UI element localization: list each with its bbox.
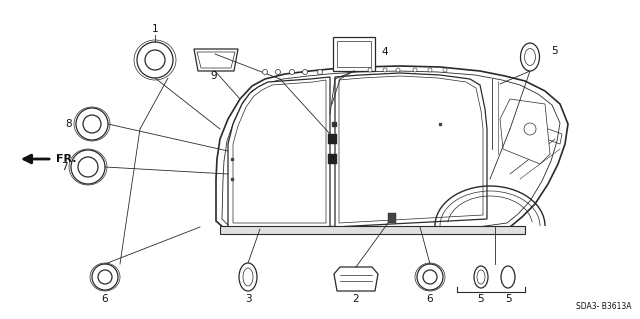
Polygon shape (216, 66, 568, 231)
Circle shape (443, 68, 447, 72)
Text: 5: 5 (552, 46, 558, 56)
Bar (388, 213, 396, 223)
Polygon shape (334, 267, 378, 291)
Bar (333, 37, 375, 71)
Text: 6: 6 (427, 294, 433, 304)
Text: 6: 6 (102, 294, 108, 304)
Bar (337, 41, 371, 67)
Circle shape (262, 70, 268, 75)
Text: 3: 3 (244, 294, 252, 304)
Polygon shape (194, 49, 238, 71)
Text: 1: 1 (152, 24, 158, 34)
Text: 5: 5 (505, 294, 511, 304)
Circle shape (428, 68, 432, 72)
Text: 7: 7 (61, 162, 68, 172)
Circle shape (303, 70, 307, 75)
Circle shape (275, 70, 280, 75)
Polygon shape (335, 73, 487, 227)
Text: SDA3- B3613A: SDA3- B3613A (577, 302, 632, 311)
Ellipse shape (520, 43, 540, 71)
Ellipse shape (474, 266, 488, 288)
Text: 8: 8 (65, 119, 72, 129)
Bar (328, 134, 337, 144)
Circle shape (289, 70, 294, 75)
Text: FR.: FR. (56, 154, 77, 164)
Text: 2: 2 (353, 294, 359, 304)
Circle shape (413, 68, 417, 72)
Circle shape (368, 68, 372, 72)
Polygon shape (500, 99, 550, 164)
Circle shape (317, 70, 323, 75)
Text: 4: 4 (381, 47, 388, 57)
Circle shape (396, 68, 400, 72)
Polygon shape (228, 77, 330, 227)
Text: 9: 9 (211, 71, 218, 81)
Text: 5: 5 (477, 294, 484, 304)
Circle shape (383, 68, 387, 72)
Ellipse shape (501, 266, 515, 288)
Bar (328, 154, 337, 164)
Bar (220, 226, 525, 234)
Ellipse shape (239, 263, 257, 291)
